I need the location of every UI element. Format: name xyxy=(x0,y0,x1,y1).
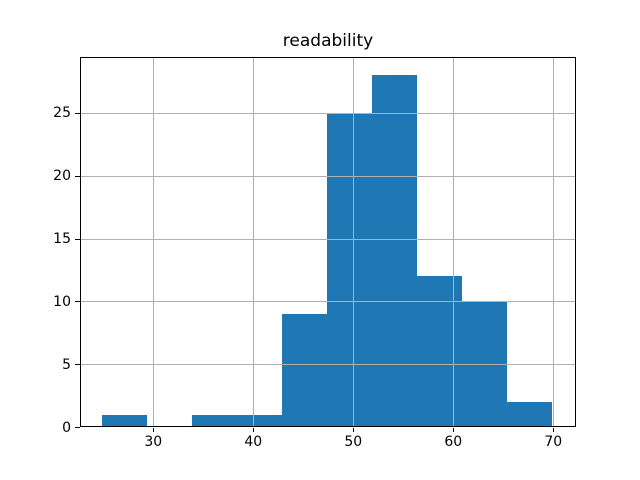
y-tick-label: 15 xyxy=(53,231,71,248)
x-tick-label: 70 xyxy=(544,434,563,451)
y-gridline xyxy=(80,301,576,303)
x-gridline xyxy=(153,57,155,428)
histogram-bar xyxy=(507,402,553,428)
histogram-bar xyxy=(327,112,373,428)
histogram-bar xyxy=(372,75,418,428)
y-tick-mark xyxy=(75,301,80,303)
y-tick-mark xyxy=(75,112,80,114)
histogram-bar xyxy=(237,414,283,428)
x-tick-label: 60 xyxy=(444,434,463,451)
x-gridline xyxy=(353,57,355,428)
x-tick-label: 30 xyxy=(144,434,163,451)
y-tick-mark xyxy=(75,364,80,366)
chart-title: readability xyxy=(282,31,374,51)
y-gridline xyxy=(80,364,576,366)
y-tick-label: 5 xyxy=(62,356,71,373)
x-tick-mark xyxy=(453,428,455,433)
histogram-bar xyxy=(192,414,238,428)
y-gridline xyxy=(80,238,576,240)
y-tick-mark xyxy=(75,175,80,177)
x-tick-mark xyxy=(353,428,355,433)
y-tick-label: 10 xyxy=(53,293,71,310)
y-gridline xyxy=(80,112,576,114)
x-tick-mark xyxy=(553,428,555,433)
x-tick-mark xyxy=(253,428,255,433)
histogram-bar xyxy=(417,276,463,428)
y-tick-mark xyxy=(75,238,80,240)
x-tick-mark xyxy=(153,428,155,433)
y-tick-label: 25 xyxy=(53,105,71,122)
y-tick-label: 0 xyxy=(62,419,71,436)
y-gridline xyxy=(80,175,576,177)
x-gridline xyxy=(253,57,255,428)
histogram-bar xyxy=(102,414,148,428)
x-tick-label: 40 xyxy=(244,434,263,451)
x-gridline xyxy=(553,57,555,428)
histogram-bar xyxy=(282,314,328,428)
x-tick-label: 50 xyxy=(344,434,363,451)
y-tick-label: 20 xyxy=(53,168,71,185)
x-gridline xyxy=(453,57,455,428)
y-tick-mark xyxy=(75,427,80,429)
